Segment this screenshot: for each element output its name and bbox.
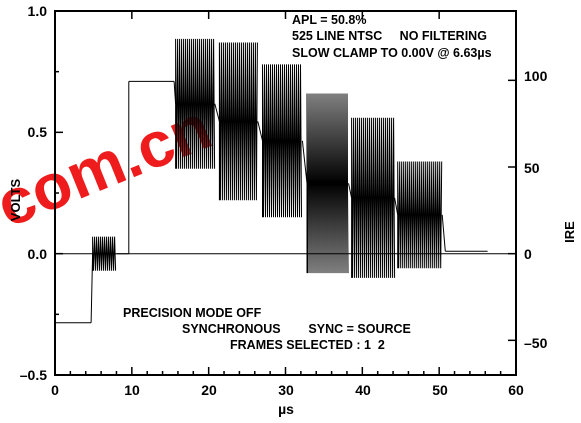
annotation-bottom: PRECISION MODE OFF SYNCHRONOUS SYNC = SO… <box>123 306 411 352</box>
series-transition <box>348 183 353 199</box>
y-tick-label-right: –50 <box>524 335 548 351</box>
x-tick-label: 60 <box>508 382 524 398</box>
series-line <box>55 38 488 324</box>
x-tick-label: 50 <box>432 382 448 398</box>
y-tick-label-right: 50 <box>524 160 540 176</box>
y-axis-label-right: IRE <box>562 221 577 243</box>
x-tick-label: 0 <box>51 382 59 398</box>
x-tick-label: 10 <box>124 382 140 398</box>
annotation-sync: SYNCHRONOUS SYNC = SOURCE <box>182 322 411 336</box>
x-tick-label: 20 <box>201 382 217 398</box>
annotation-apl: APL = 50.8% <box>292 13 366 27</box>
ticks <box>54 10 517 376</box>
series-transition <box>441 214 446 252</box>
y-tick-label-left: –0.5 <box>20 367 47 383</box>
series-transition <box>257 121 263 141</box>
x-tick-label: 40 <box>355 382 371 398</box>
x-axis-label: µs <box>278 401 294 417</box>
y-axis-label-left: VOLTS <box>8 178 23 221</box>
x-tick-label: 30 <box>278 382 294 398</box>
annotation-line-standard: 525 LINE NTSC NO FILTERING <box>292 29 487 43</box>
waveform <box>55 38 488 324</box>
annotation-frames: FRAMES SELECTED : 1 2 <box>230 338 385 352</box>
x-tick-labels: 0 10 20 30 40 50 60 <box>51 382 524 398</box>
series-transition <box>173 81 177 104</box>
y-tick-label-left: 0.0 <box>28 246 48 262</box>
annotation-top: APL = 50.8% 525 LINE NTSC NO FILTERING S… <box>292 13 492 60</box>
series-transition <box>394 197 399 215</box>
annotation-clamp: SLOW CLAMP TO 0.00V @ 6.63µs <box>292 46 492 60</box>
y-tick-label-right: 0 <box>524 246 532 262</box>
y-tick-label-right: 100 <box>524 68 548 84</box>
y-tick-label-left: 1.0 <box>28 3 48 19</box>
series-transition <box>214 103 220 122</box>
y-tick-label-left: 0.5 <box>28 124 48 140</box>
series-transition <box>90 253 94 323</box>
series-transition <box>301 140 308 184</box>
y-tick-labels-left: 1.0 0.5 0.0 –0.5 <box>20 3 47 383</box>
annotation-precision: PRECISION MODE OFF <box>123 306 262 320</box>
y-tick-labels-right: 100 50 0 –50 <box>524 68 548 351</box>
